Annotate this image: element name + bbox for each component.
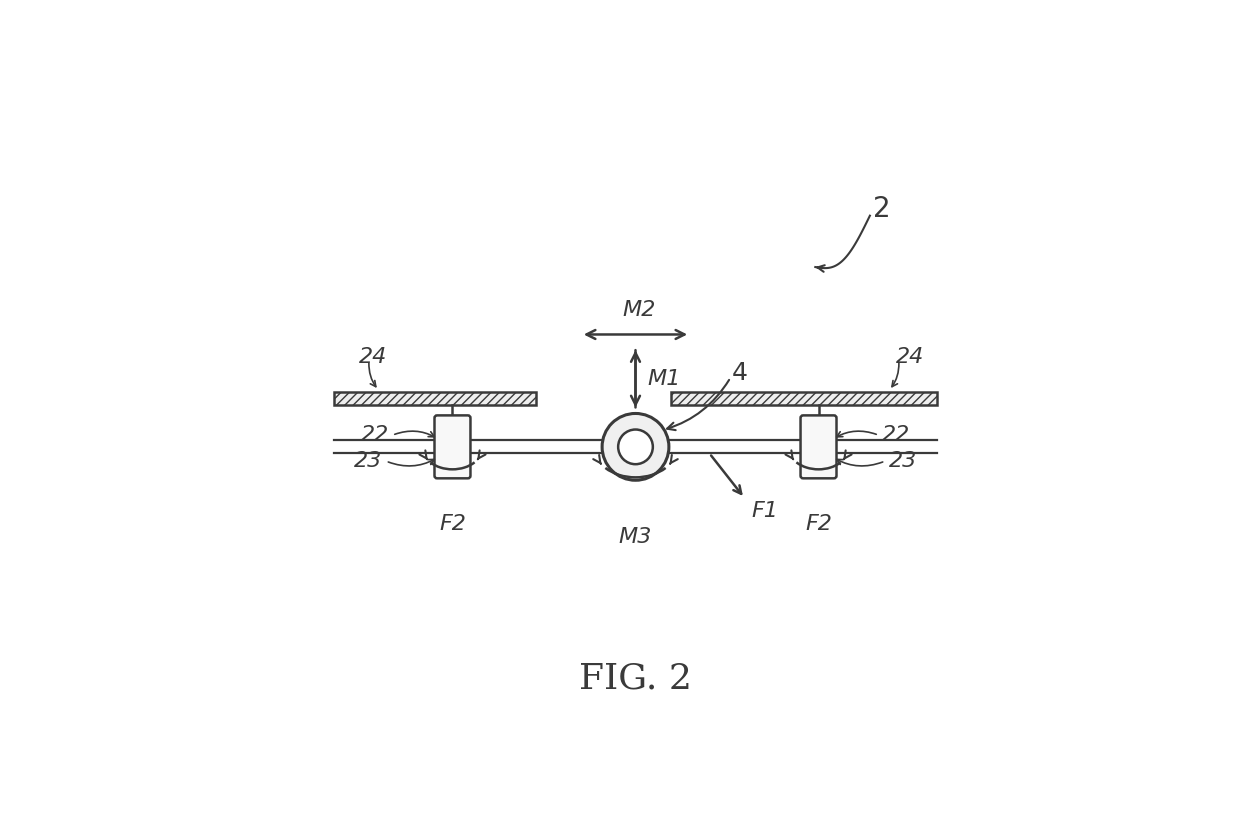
Circle shape	[603, 414, 668, 480]
Text: F1: F1	[751, 501, 777, 521]
Text: 22: 22	[361, 425, 389, 445]
Text: 24: 24	[360, 347, 388, 367]
Polygon shape	[671, 392, 937, 405]
Circle shape	[619, 430, 652, 465]
Text: 2: 2	[873, 195, 890, 224]
Text: 23: 23	[355, 451, 382, 471]
Text: M1: M1	[647, 369, 681, 389]
FancyBboxPatch shape	[434, 415, 470, 479]
Text: F2: F2	[805, 515, 832, 535]
Text: 4: 4	[732, 361, 748, 385]
Text: 24: 24	[895, 347, 924, 367]
FancyBboxPatch shape	[801, 415, 837, 479]
Polygon shape	[334, 392, 536, 405]
Text: FIG. 2: FIG. 2	[579, 661, 692, 695]
Text: M2: M2	[622, 300, 656, 320]
Text: M3: M3	[619, 527, 652, 547]
Text: 23: 23	[889, 451, 916, 471]
Text: F2: F2	[439, 515, 466, 535]
Text: 22: 22	[882, 425, 910, 445]
